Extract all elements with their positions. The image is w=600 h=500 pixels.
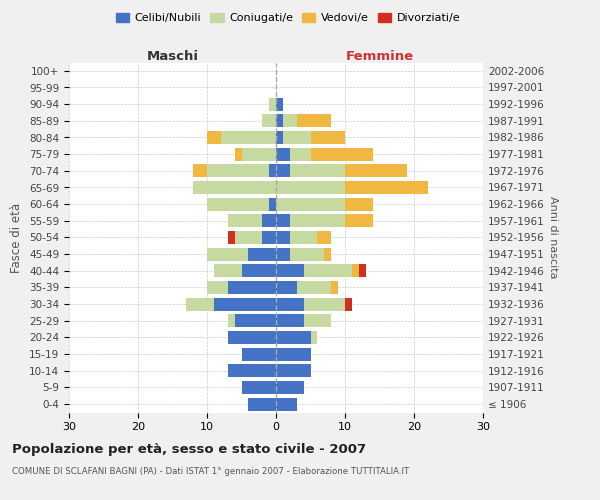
Text: COMUNE DI SCLAFANI BAGNI (PA) - Dati ISTAT 1° gennaio 2007 - Elaborazione TUTTIT: COMUNE DI SCLAFANI BAGNI (PA) - Dati IST… (12, 468, 409, 476)
Bar (228, 364, 276, 378)
Bar (345, 198, 373, 210)
Bar (304, 298, 345, 310)
Bar (276, 181, 345, 194)
Bar (283, 114, 296, 128)
Legend: Celibi/Nubili, Coniugati/e, Vedovi/e, Divorziati/e: Celibi/Nubili, Coniugati/e, Vedovi/e, Di… (112, 8, 464, 28)
Bar (345, 214, 373, 228)
Bar (269, 164, 276, 177)
Bar (207, 131, 221, 144)
Bar (276, 314, 304, 328)
Bar (207, 198, 269, 210)
Bar (228, 231, 235, 244)
Bar (276, 214, 290, 228)
Bar (235, 231, 262, 244)
Bar (262, 114, 276, 128)
Bar (311, 131, 345, 144)
Text: Popolazione per età, sesso e stato civile - 2007: Popolazione per età, sesso e stato civil… (12, 442, 366, 456)
Bar (276, 164, 290, 177)
Bar (228, 214, 262, 228)
Bar (290, 231, 317, 244)
Bar (228, 314, 235, 328)
Bar (276, 281, 296, 294)
Bar (276, 148, 290, 160)
Bar (269, 198, 276, 210)
Bar (276, 131, 283, 144)
Bar (359, 264, 365, 278)
Bar (317, 231, 331, 244)
Text: Maschi: Maschi (146, 50, 199, 62)
Bar (290, 248, 325, 260)
Bar (207, 248, 248, 260)
Bar (276, 331, 311, 344)
Bar (345, 298, 352, 310)
Bar (276, 198, 345, 210)
Bar (248, 248, 276, 260)
Bar (331, 281, 338, 294)
Y-axis label: Anni di nascita: Anni di nascita (548, 196, 559, 278)
Bar (214, 264, 241, 278)
Bar (248, 398, 276, 410)
Bar (187, 298, 214, 310)
Bar (235, 314, 276, 328)
Y-axis label: Fasce di età: Fasce di età (10, 202, 23, 272)
Bar (276, 248, 290, 260)
Bar (276, 298, 304, 310)
Bar (311, 148, 373, 160)
Bar (269, 98, 276, 110)
Text: Femmine: Femmine (346, 50, 413, 62)
Bar (345, 164, 407, 177)
Bar (228, 331, 276, 344)
Bar (304, 264, 352, 278)
Bar (290, 148, 311, 160)
Bar (241, 348, 276, 360)
Bar (276, 231, 290, 244)
Bar (304, 314, 331, 328)
Bar (228, 281, 276, 294)
Bar (276, 114, 283, 128)
Bar (241, 381, 276, 394)
Bar (276, 348, 311, 360)
Bar (241, 148, 276, 160)
Bar (276, 98, 283, 110)
Bar (352, 264, 359, 278)
Bar (325, 248, 331, 260)
Bar (296, 281, 331, 294)
Bar (311, 331, 317, 344)
Bar (262, 231, 276, 244)
Bar (221, 131, 276, 144)
Bar (276, 264, 304, 278)
Bar (193, 164, 207, 177)
Bar (296, 114, 331, 128)
Bar (276, 364, 311, 378)
Bar (276, 398, 296, 410)
Bar (290, 164, 345, 177)
Bar (207, 164, 269, 177)
Bar (241, 264, 276, 278)
Bar (276, 381, 304, 394)
Bar (283, 131, 311, 144)
Bar (262, 214, 276, 228)
Bar (214, 298, 276, 310)
Bar (207, 281, 228, 294)
Bar (193, 181, 276, 194)
Bar (290, 214, 345, 228)
Bar (235, 148, 241, 160)
Bar (345, 181, 428, 194)
